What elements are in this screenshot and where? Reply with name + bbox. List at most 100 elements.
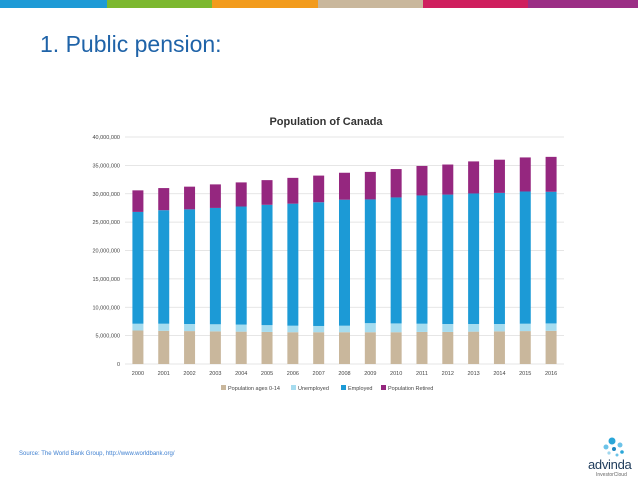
bar-segment <box>390 332 402 364</box>
bar-segment <box>184 323 196 332</box>
bar-segment <box>339 325 350 333</box>
legend-label: Population ages 0-14 <box>228 386 280 392</box>
bar-segment <box>390 169 402 198</box>
y-tick-label: 15,000,000 <box>92 277 120 283</box>
x-tick-label: 2000 <box>132 371 144 377</box>
advinda-logo-icon <box>603 437 624 457</box>
bar-segment <box>416 195 428 324</box>
x-tick-label: 2008 <box>338 371 350 377</box>
x-tick-label: 2015 <box>519 371 531 377</box>
x-tick-label: 2007 <box>313 371 325 377</box>
bar-segment <box>364 199 376 324</box>
bar-segment <box>493 323 505 332</box>
bar-segment <box>209 184 221 208</box>
legend-label: Population Retired <box>388 386 433 392</box>
bar-segment <box>209 207 221 325</box>
top-bar-segment <box>212 0 318 8</box>
bar-segment <box>235 324 247 332</box>
bar-segment <box>313 332 325 364</box>
y-tick-label: 5,000,000 <box>96 334 120 340</box>
bar-segment <box>235 182 247 207</box>
x-tick-label: 2013 <box>467 371 479 377</box>
bar-segment <box>209 324 221 332</box>
bar-segment <box>287 203 299 326</box>
top-bar-segment <box>423 0 528 8</box>
bar-segment <box>519 157 531 192</box>
bar-segment <box>416 331 428 364</box>
y-tick-label: 10,000,000 <box>92 305 120 311</box>
y-tick-label: 40,000,000 <box>92 135 120 141</box>
bar-segment <box>468 193 480 324</box>
legend-swatch <box>381 385 386 390</box>
bar-segment <box>545 330 557 364</box>
bar-segment <box>545 191 557 324</box>
legend-label: Employed <box>348 386 372 392</box>
logo-wordmark: advinda <box>588 457 632 472</box>
bar-segment <box>313 202 325 326</box>
bar-segment <box>287 332 299 364</box>
bar-segment <box>468 323 480 332</box>
bar-segment <box>132 211 144 324</box>
legend-swatch <box>221 385 226 390</box>
bar-segment <box>442 331 454 364</box>
bar-segment <box>493 331 505 364</box>
bar-segment <box>184 186 196 210</box>
bar-segment <box>261 204 273 326</box>
bar-segment <box>339 172 350 200</box>
bar-segment <box>313 325 325 333</box>
bar-segment <box>132 190 144 212</box>
x-tick-label: 2002 <box>183 371 195 377</box>
bar-segment <box>442 194 454 324</box>
bar-segment <box>339 199 350 326</box>
x-tick-label: 2016 <box>545 371 557 377</box>
bar-segment <box>493 159 505 193</box>
bar-segment <box>313 175 325 203</box>
bar-segment <box>442 164 454 195</box>
bar-segment <box>364 171 376 200</box>
bar-segment <box>339 332 350 364</box>
bar-segment <box>545 323 557 331</box>
y-tick-label: 35,000,000 <box>92 163 120 169</box>
bar-segment <box>132 330 144 364</box>
y-tick-label: 30,000,000 <box>92 192 120 198</box>
bar-segment <box>158 188 170 211</box>
x-tick-label: 2012 <box>442 371 454 377</box>
legend-swatch <box>291 385 296 390</box>
x-tick-label: 2010 <box>390 371 402 377</box>
bar-segment <box>493 192 505 324</box>
x-tick-label: 2014 <box>493 371 505 377</box>
bar-segment <box>235 206 247 325</box>
bar-segment <box>209 331 221 364</box>
y-tick-label: 0 <box>117 362 120 368</box>
bar-segment <box>390 197 402 324</box>
bar-segment <box>158 210 170 324</box>
top-bar-segment <box>0 0 107 8</box>
chart-title: Population of Canada <box>269 116 383 128</box>
top-bar-segment <box>528 0 638 8</box>
bar-segment <box>261 180 273 205</box>
bar-segment <box>261 325 273 332</box>
bar-segment <box>364 323 376 333</box>
y-tick-label: 25,000,000 <box>92 220 120 226</box>
logo-subtext: InvestorCloud <box>596 472 627 478</box>
top-color-bar <box>0 0 638 8</box>
bar-segment <box>390 323 402 333</box>
legend-label: Unemployed <box>298 386 329 392</box>
x-tick-label: 2001 <box>158 371 170 377</box>
slide-title: 1. Public pension: <box>40 31 222 57</box>
x-tick-label: 2003 <box>209 371 221 377</box>
bar-segment <box>519 331 531 364</box>
bar-segment <box>235 331 247 364</box>
bar-segment <box>158 330 170 364</box>
bar-segment <box>184 331 196 364</box>
bar-segment <box>184 209 196 324</box>
bar-segment <box>158 323 170 331</box>
bar-segment <box>287 325 299 333</box>
x-tick-label: 2011 <box>416 371 428 377</box>
top-bar-segment <box>107 0 212 8</box>
bar-segment <box>468 331 480 364</box>
bar-segment <box>287 177 299 204</box>
bar-segment <box>545 156 557 192</box>
x-tick-label: 2009 <box>364 371 376 377</box>
